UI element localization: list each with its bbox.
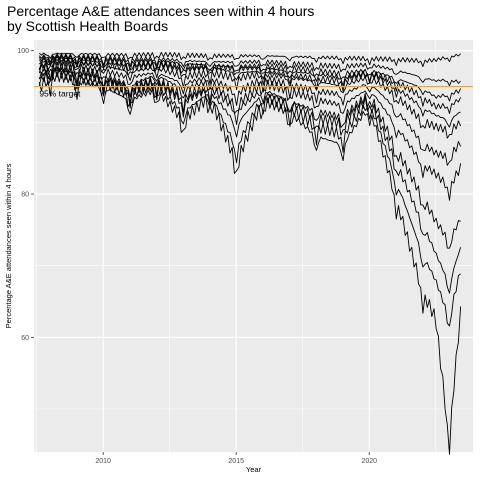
y-tick-label: 100 [17,48,29,55]
x-tick-label: 2015 [228,458,244,465]
series-line [39,51,461,68]
x-tick-label: 2020 [361,458,377,465]
series-line [38,54,462,102]
x-axis-label: Year [246,465,262,474]
x-tick-label: 2010 [95,458,111,465]
major-gridlines [34,40,473,452]
series-lines [38,51,462,455]
series-line [39,57,461,128]
chart-title-line-2: by Scottish Health Boards [7,18,168,34]
y-axis-label: Percentage A&E attendances seen within 4… [4,163,13,328]
y-tick-label: 60 [21,335,29,342]
target-label: 95% target [39,89,81,99]
y-axis-ticks: 60 80 100 [17,48,34,342]
series-line [38,70,462,455]
series-line [38,60,462,166]
plot-panel [34,40,473,452]
series-line [39,67,462,294]
y-tick-label: 80 [21,192,29,199]
x-axis-ticks: 2010 2015 2020 [95,452,377,465]
series-line [38,56,462,114]
series-line [38,53,461,87]
chart-title-line-1: Percentage A&E attendances seen within 4… [7,3,314,19]
